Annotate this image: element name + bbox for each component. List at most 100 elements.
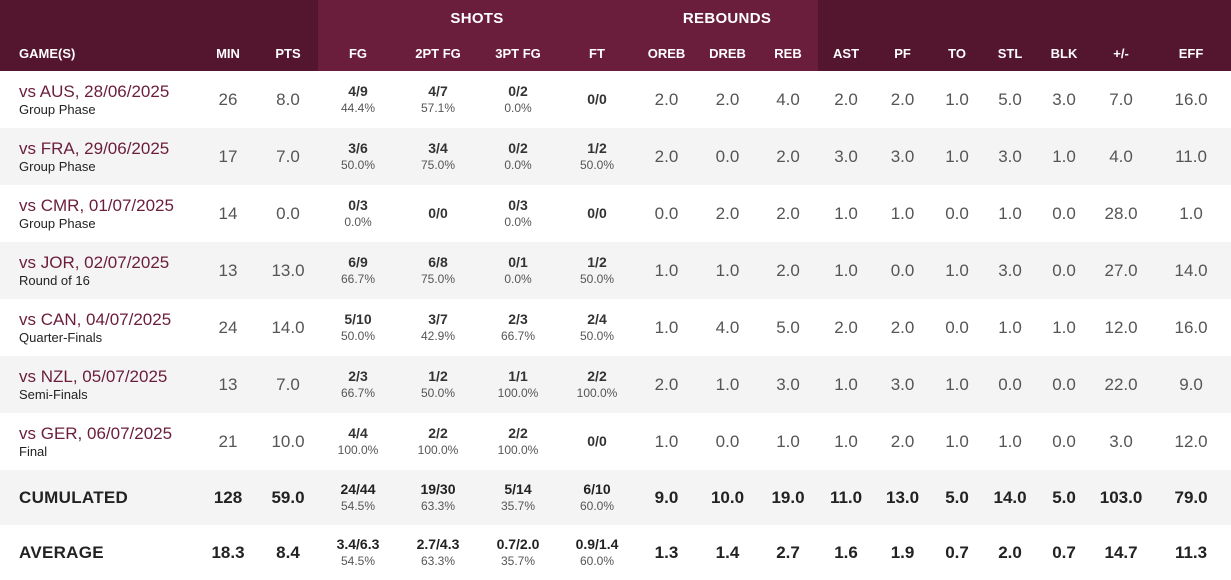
col-header-to[interactable]: TO — [931, 36, 984, 71]
stat-fg-pct: 50.0% — [340, 329, 376, 343]
phase-label: Quarter-Finals — [19, 329, 103, 345]
stat-dreb: 1.0 — [697, 242, 758, 299]
stat-ast: 1.0 — [818, 413, 875, 470]
game-cell: vs JOR, 02/07/2025 Round of 16 — [0, 242, 198, 299]
stat-oreb: 1.0 — [636, 299, 697, 356]
stat-min: 13 — [198, 356, 258, 413]
stat-oreb: 1.0 — [636, 413, 697, 470]
stat-min: 17 — [198, 128, 258, 185]
stat-ft-made: 2/2 — [587, 368, 607, 384]
stat-2pt-fg: 3/4 75.0% — [398, 128, 478, 185]
game-cell: vs FRA, 29/06/2025 Group Phase — [0, 128, 198, 185]
col-header-blk[interactable]: BLK — [1037, 36, 1092, 71]
col-header-2pt-fg[interactable]: 2PT FG — [398, 36, 478, 71]
stat-dreb: 1.0 — [697, 356, 758, 413]
col-header-pts[interactable]: PTS — [258, 36, 318, 71]
stat-reb: 2.0 — [758, 128, 819, 185]
stat-2pt-fg-pct: 63.3% — [420, 499, 456, 513]
stat-fg-made: 2/3 — [348, 368, 368, 384]
game-row: vs AUS, 28/06/2025 Group Phase 26 8.0 4/9 44.… — [0, 71, 1231, 128]
stat-2pt-fg-pct: 63.3% — [420, 554, 456, 568]
col-header-eff[interactable]: EFF — [1151, 36, 1231, 71]
stat-fg: 0/3 0.0% — [318, 185, 398, 242]
opponent-link[interactable]: vs AUS, 28/06/2025 — [19, 81, 170, 101]
opponent-link[interactable]: vs NZL, 05/07/2025 — [19, 366, 168, 386]
stat-fg: 2/3 66.7% — [318, 356, 398, 413]
stat-ft-pct: 60.0% — [579, 499, 615, 513]
col-header-fg[interactable]: FG — [318, 36, 398, 71]
stat-3pt-fg: 0/2 0.0% — [478, 71, 558, 128]
stat-pts: 10.0 — [258, 413, 318, 470]
stat-3pt-fg: 2/2 100.0% — [478, 413, 558, 470]
stat-3pt-fg: 0/3 0.0% — [478, 185, 558, 242]
stat-to: 1.0 — [931, 71, 984, 128]
stat-pts: 13.0 — [258, 242, 318, 299]
stat-ft: 0/0 — [558, 185, 636, 242]
stat-blk: 0.0 — [1037, 413, 1092, 470]
stat-3pt-fg-made: 2/3 — [508, 311, 528, 327]
stat-blk: 0.7 — [1037, 525, 1092, 580]
stat-3pt-fg: 1/1 100.0% — [478, 356, 558, 413]
stat-fg-made: 4/4 — [348, 425, 368, 441]
stat-oreb: 1.3 — [636, 525, 697, 580]
col-header-3pt-fg[interactable]: 3PT FG — [478, 36, 558, 71]
stat-pts: 0.0 — [258, 185, 318, 242]
col-header-game[interactable]: GAME(S) — [0, 36, 198, 71]
opponent-link[interactable]: vs CMR, 01/07/2025 — [19, 195, 174, 215]
stat-fg-pct: 0.0% — [344, 215, 372, 229]
stat-reb: 2.0 — [758, 242, 819, 299]
stat-3pt-fg-pct: 100.0% — [497, 386, 539, 400]
stat-2pt-fg-made: 1/2 — [428, 368, 448, 384]
stat-2pt-fg: 0/0 — [398, 185, 478, 242]
stat-ft: 2/4 50.0% — [558, 299, 636, 356]
col-header-ft[interactable]: FT — [558, 36, 636, 71]
col-header-pf[interactable]: PF — [874, 36, 932, 71]
stat-pf: 2.0 — [874, 413, 932, 470]
col-header-oreb[interactable]: OREB — [636, 36, 697, 71]
stat-dreb: 2.0 — [697, 185, 758, 242]
stat-2pt-fg-made: 3/4 — [428, 140, 448, 156]
opponent-link[interactable]: vs JOR, 02/07/2025 — [19, 252, 170, 272]
stat-plus-minus: 14.7 — [1091, 525, 1152, 580]
col-header-reb[interactable]: REB — [758, 36, 819, 71]
stat-dreb: 4.0 — [697, 299, 758, 356]
stat-2pt-fg-pct: 42.9% — [420, 329, 456, 343]
stat-3pt-fg-pct: 0.0% — [504, 215, 532, 229]
col-header-plus-minus[interactable]: +/- — [1091, 36, 1152, 71]
stat-fg: 5/10 50.0% — [318, 299, 398, 356]
stat-blk: 1.0 — [1037, 299, 1092, 356]
stat-2pt-fg-made: 2.7/4.3 — [416, 536, 460, 552]
stat-fg-made: 3/6 — [348, 140, 368, 156]
stat-ft-pct: 50.0% — [579, 158, 615, 172]
stat-reb: 2.0 — [758, 185, 819, 242]
opponent-link[interactable]: vs CAN, 04/07/2025 — [19, 309, 172, 329]
col-header-stl[interactable]: STL — [983, 36, 1038, 71]
stat-eff: 79.0 — [1151, 470, 1231, 525]
stat-ft-made: 0/0 — [587, 205, 607, 221]
stat-3pt-fg-pct: 35.7% — [500, 499, 536, 513]
stat-to: 0.0 — [931, 185, 984, 242]
stat-2pt-fg-made: 0/0 — [428, 205, 448, 221]
stat-3pt-fg-pct: 100.0% — [497, 443, 539, 457]
col-header-ast[interactable]: AST — [818, 36, 875, 71]
opponent-link[interactable]: vs GER, 06/07/2025 — [19, 423, 173, 443]
stat-plus-minus: 28.0 — [1091, 185, 1152, 242]
header-group-blank-right — [818, 0, 1231, 36]
stat-pts: 7.0 — [258, 128, 318, 185]
stat-blk: 3.0 — [1037, 71, 1092, 128]
stat-eff: 11.0 — [1151, 128, 1231, 185]
stat-plus-minus: 3.0 — [1091, 413, 1152, 470]
stat-3pt-fg-pct: 0.0% — [504, 158, 532, 172]
stat-ft-made: 1/2 — [587, 140, 607, 156]
stat-to: 0.0 — [931, 299, 984, 356]
stat-eff: 16.0 — [1151, 299, 1231, 356]
col-header-dreb[interactable]: DREB — [697, 36, 758, 71]
phase-label: Group Phase — [19, 101, 96, 117]
stat-pf: 13.0 — [874, 470, 932, 525]
opponent-link[interactable]: vs FRA, 29/06/2025 — [19, 138, 170, 158]
stat-2pt-fg-pct: 100.0% — [417, 443, 459, 457]
col-header-min[interactable]: MIN — [198, 36, 258, 71]
rebounds-group-header: REBOUNDS — [636, 0, 819, 36]
summary-row: AVERAGE 18.3 8.4 3.4/6.3 54.5% 2.7/4.3 63.3% 0.… — [0, 525, 1231, 580]
